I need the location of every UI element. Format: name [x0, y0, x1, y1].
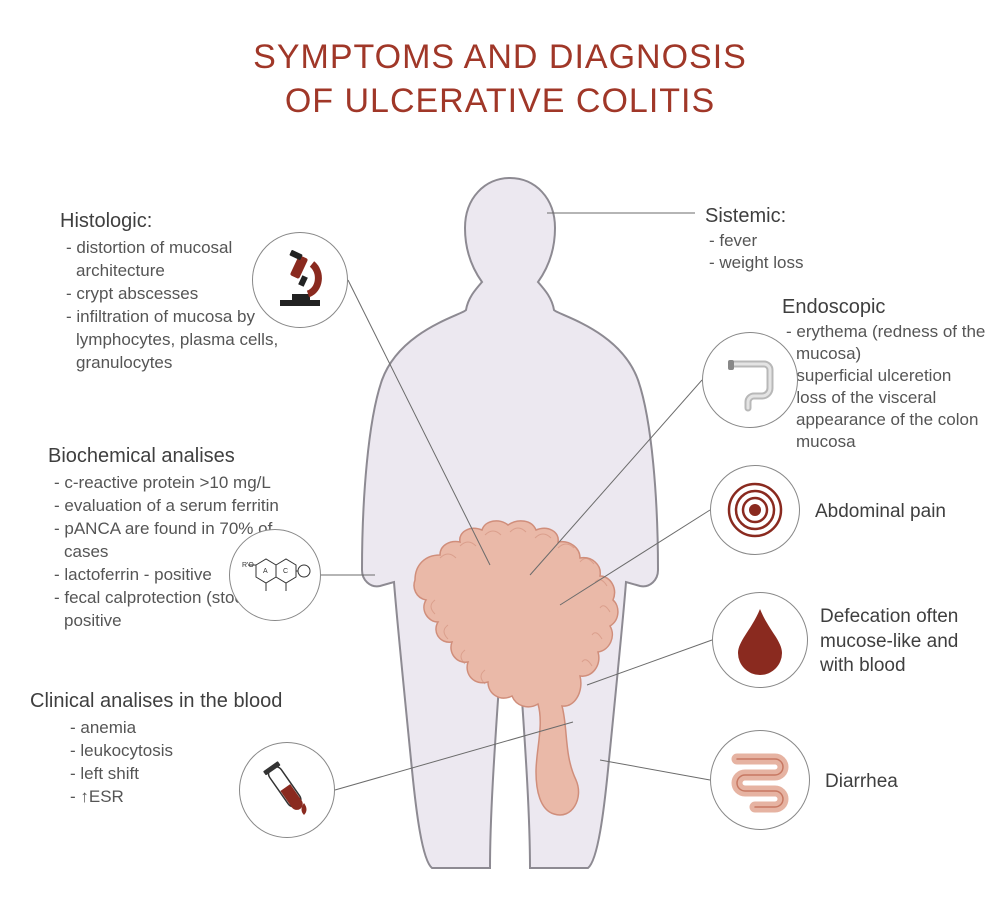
heading-histologic: Histologic: — [60, 210, 290, 233]
test-tube-icon — [239, 742, 335, 838]
pain-icon — [710, 465, 800, 555]
molecule-icon: R'O A C — [229, 529, 321, 621]
microscope-icon — [252, 232, 348, 328]
label-defecation: Defecation often mucose-like and with bl… — [820, 605, 995, 679]
body-silhouette — [340, 170, 680, 870]
list-sistemic: - fever - weight loss — [705, 230, 925, 274]
section-sistemic: Sistemic: - fever - weight loss — [705, 205, 925, 274]
endoscope-icon — [702, 332, 798, 428]
list-endoscopic: - erythema (redness of the mucosa) - sup… — [782, 321, 992, 454]
list-histologic: - distortion of mucosal architecture - c… — [60, 237, 290, 375]
title-line2: OF ULCERATIVE COLITIS — [0, 79, 1000, 123]
heading-endoscopic: Endoscopic — [782, 296, 992, 319]
intestine-icon — [710, 730, 810, 830]
title-line1: SYMPTOMS AND DIAGNOSIS — [0, 35, 1000, 79]
svg-text:R'O: R'O — [242, 562, 254, 569]
section-endoscopic: Endoscopic - erythema (redness of the mu… — [782, 296, 992, 454]
svg-text:A: A — [263, 568, 268, 575]
blood-drop-icon — [712, 592, 808, 688]
page-title: SYMPTOMS AND DIAGNOSIS OF ULCERATIVE COL… — [0, 35, 1000, 123]
heading-sistemic: Sistemic: — [705, 205, 925, 228]
label-abdominal: Abdominal pain — [815, 500, 1000, 525]
label-diarrhea: Diarrhea — [825, 770, 975, 795]
svg-text:C: C — [283, 568, 288, 575]
heading-clinical: Clinical analises in the blood — [30, 690, 290, 713]
heading-biochemical: Biochemical analises — [48, 445, 308, 468]
